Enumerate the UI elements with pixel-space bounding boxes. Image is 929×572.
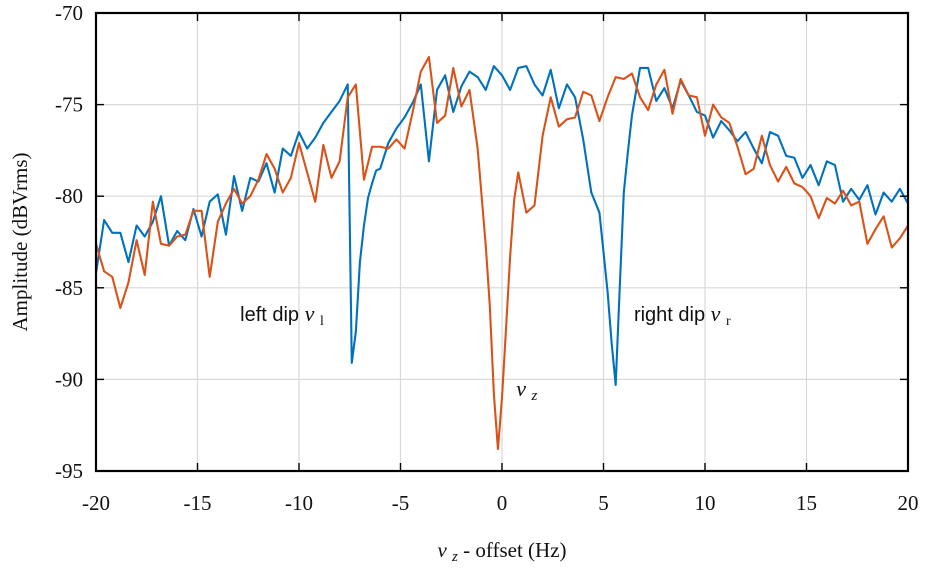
- blue-series-line: [94, 65, 910, 386]
- right-dip-symbol: ν: [711, 301, 721, 326]
- series-layer: [94, 55, 910, 451]
- y-tick-label: -80: [55, 184, 83, 208]
- right-dip-text: right dip: [634, 304, 711, 326]
- left-dip-symbol: ν: [305, 301, 315, 326]
- x-axis-label-suffix: - offset (Hz): [463, 538, 566, 562]
- y-tick-label: -95: [55, 459, 83, 483]
- center-dip-annotation: ν z: [516, 376, 537, 404]
- x-tick-label: -15: [184, 491, 212, 515]
- x-axis-label-subscript: z: [451, 549, 458, 565]
- x-tick-label: 10: [695, 491, 716, 515]
- center-dip-symbol: ν: [516, 376, 526, 401]
- y-axis-label: Amplitude (dBVrms): [8, 153, 32, 332]
- right-dip-subscript: r: [726, 314, 731, 329]
- right-dip-annotation: right dip ν r: [634, 301, 731, 329]
- x-tick-label: 20: [898, 491, 919, 515]
- x-tick-label: -10: [285, 491, 313, 515]
- x-tick-label: -5: [392, 491, 410, 515]
- x-tick-label: 5: [598, 491, 609, 515]
- x-tick-label: 0: [497, 491, 508, 515]
- y-tick-label: -85: [55, 276, 83, 300]
- orange-series-line: [94, 55, 910, 451]
- y-tick-label: -75: [55, 93, 83, 117]
- x-axis-label-symbol: ν: [437, 538, 447, 562]
- x-axis-label: ν z - offset (Hz): [437, 538, 566, 566]
- y-tick-label: -90: [55, 367, 83, 391]
- center-dip-subscript: z: [530, 388, 537, 404]
- tick-layer: -20 -15 -10 -5 0 5 10 15 20 -70 -75 -80 -85 -90 -95: [55, 1, 919, 515]
- left-dip-subscript: l: [320, 314, 324, 329]
- left-dip-text: left dip: [240, 304, 304, 326]
- left-dip-annotation: left dip ν l: [240, 301, 324, 329]
- x-tick-label: 15: [796, 491, 817, 515]
- y-tick-label: -70: [55, 1, 83, 25]
- x-tick-label: -20: [82, 491, 110, 515]
